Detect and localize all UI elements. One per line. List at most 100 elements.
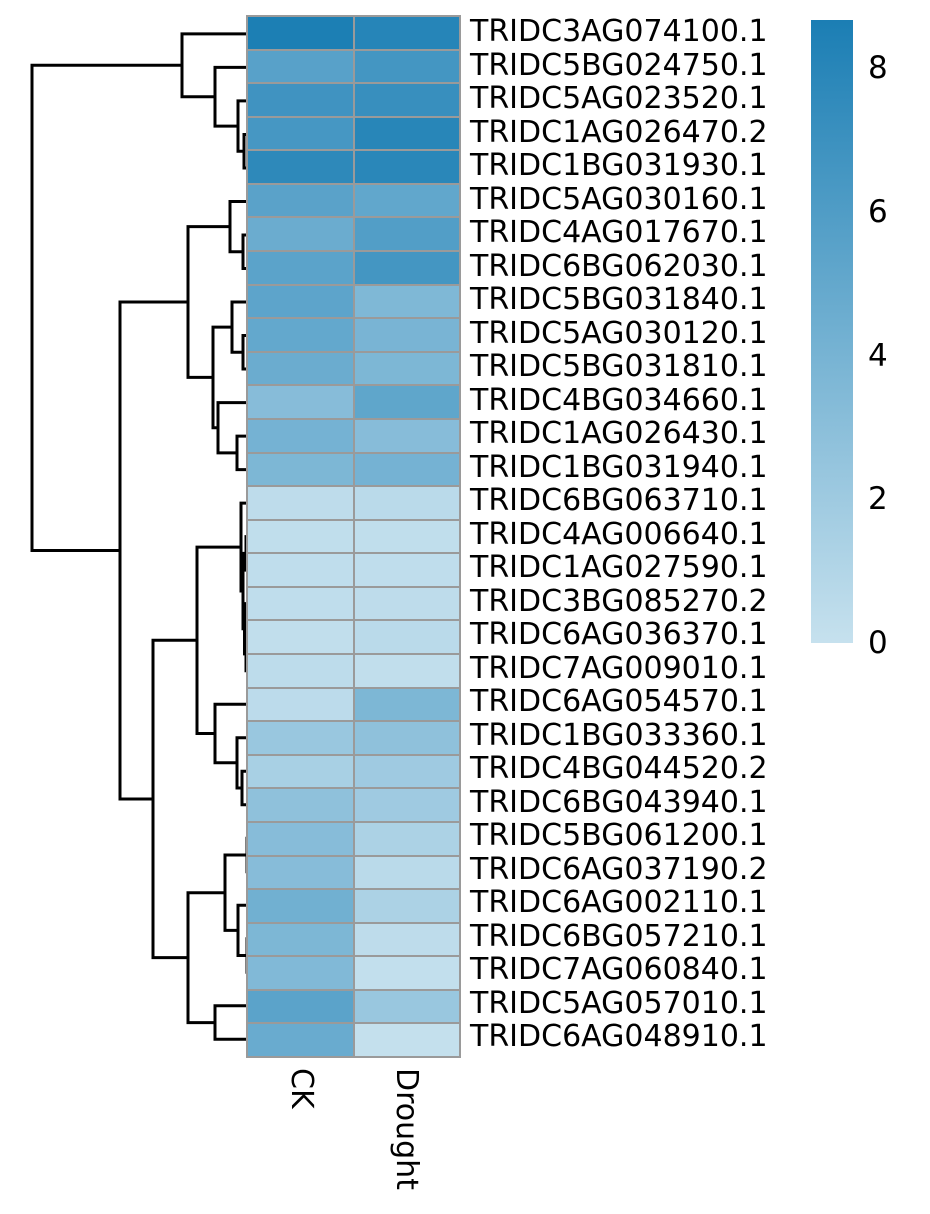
heatmap-grid [246,15,461,1058]
row-label: TRIDC5BG061200.1 [470,818,768,854]
row-label: TRIDC6AG036370.1 [470,617,768,653]
heatmap-cell [248,319,353,351]
row-label: TRIDC4AG017670.1 [470,215,768,251]
heatmap-cell [248,554,353,586]
dendrogram-link [186,225,230,379]
heatmap-cell [248,890,353,922]
heatmap-cell [354,554,459,586]
heatmap-cell [248,184,353,217]
row-label: TRIDC1AG026430.1 [470,416,768,452]
heatmap-cell [354,487,459,519]
dendrogram-link [216,401,248,455]
heatmap-cell [354,520,459,553]
dendrogram-link [30,63,182,552]
heatmap-cell [354,957,459,989]
dendrogram-link [151,638,197,960]
row-label: TRIDC1BG033360.1 [470,717,768,753]
heatmap-cell [354,755,459,788]
row-label: TRIDC6BG043940.1 [470,784,768,820]
heatmap-cell [354,655,459,687]
heatmap-cell [248,923,353,956]
row-label: TRIDC6BG063710.1 [470,483,768,519]
legend-tick-label: 0 [868,625,888,661]
column-label: Drought [389,1068,425,1190]
heatmap-cell [248,688,353,721]
heatmap-cell [248,822,353,855]
heatmap-cell [248,386,353,418]
dendrogram-link [223,853,247,932]
heatmap-cell [248,84,353,116]
dendrogram-link [213,702,248,765]
column-label: CK [283,1068,319,1109]
row-label: TRIDC5AG030160.1 [470,181,768,217]
heatmap-cell [354,352,459,385]
row-label: TRIDC5BG024750.1 [470,47,768,83]
heatmap-cell [248,218,353,251]
row-label: TRIDC5AG023520.1 [470,81,768,117]
heatmap-cell [248,50,353,83]
heatmap-cell [354,587,459,620]
row-label: TRIDC5AG057010.1 [470,985,768,1021]
heatmap-cell [354,822,459,855]
heatmap-cell [354,722,459,754]
row-label: TRIDC3BG085270.2 [470,583,768,619]
heatmap-cell [248,722,353,754]
legend-tick-label: 6 [868,193,888,230]
heatmap-cell [354,890,459,922]
legend-tick-label: 4 [868,337,888,374]
heatmap-cell [354,151,459,183]
heatmap-cell [354,621,459,654]
row-label: TRIDC1BG031930.1 [470,148,768,184]
row-label: TRIDC3AG074100.1 [470,14,768,49]
row-label: TRIDC6AG002110.1 [470,885,768,921]
heatmap-cell [248,117,353,150]
heatmap-cell [354,319,459,351]
dendrogram-link [211,325,232,430]
heatmap-cell [354,50,459,83]
heatmap-cell [354,990,459,1023]
row-label: TRIDC7AG060840.1 [470,952,768,988]
heatmap-cell [248,755,353,788]
row-label: TRIDC6AG054570.1 [470,684,768,720]
heatmap-cell [248,587,353,620]
heatmap-cell [354,117,459,150]
heatmap-cell [354,1024,459,1056]
dendrogram-link [186,891,225,1025]
row-label: TRIDC6BG062030.1 [470,248,768,284]
row-label: TRIDC5AG030120.1 [470,315,768,351]
legend-colorbar [811,20,853,643]
heatmap-cell [354,789,459,821]
heatmap-cell [354,17,459,49]
row-label: TRIDC4AG006640.1 [470,516,768,552]
heatmap-cell [248,621,353,654]
row-label: TRIDC1AG027590.1 [470,550,768,586]
heatmap-cell [354,856,459,889]
heatmap-cell [354,453,459,486]
heatmap-cell [354,923,459,956]
heatmap-cell [354,688,459,721]
legend-tick-label: 8 [868,50,888,87]
heatmap-cell [354,386,459,418]
row-label: TRIDC4BG044520.2 [470,751,768,787]
legend-tick-label: 2 [868,481,888,518]
row-label: TRIDC6BG057210.1 [470,918,768,954]
row-labels: TRIDC3AG074100.1 TRIDC5BG024750.1 TRIDC5AG… [470,15,810,1054]
heatmap-cell [248,957,353,989]
row-label: TRIDC4BG034660.1 [470,382,768,418]
heatmap-cell [248,990,353,1023]
heatmap-cell [248,487,353,519]
row-label: TRIDC6AG048910.1 [470,1019,768,1055]
heatmap-cell [248,285,353,318]
heatmap-cell [354,252,459,284]
heatmap-cell [248,453,353,486]
row-label: TRIDC7AG009010.1 [470,650,768,686]
heatmap-cell [354,285,459,318]
heatmap-cell [354,84,459,116]
heatmap-cell [248,352,353,385]
row-label: TRIDC5BG031840.1 [470,282,768,318]
heatmap-cell [248,789,353,821]
heatmap-cell [354,184,459,217]
row-label: TRIDC5BG031810.1 [470,349,768,385]
heatmap-cell [248,419,353,452]
